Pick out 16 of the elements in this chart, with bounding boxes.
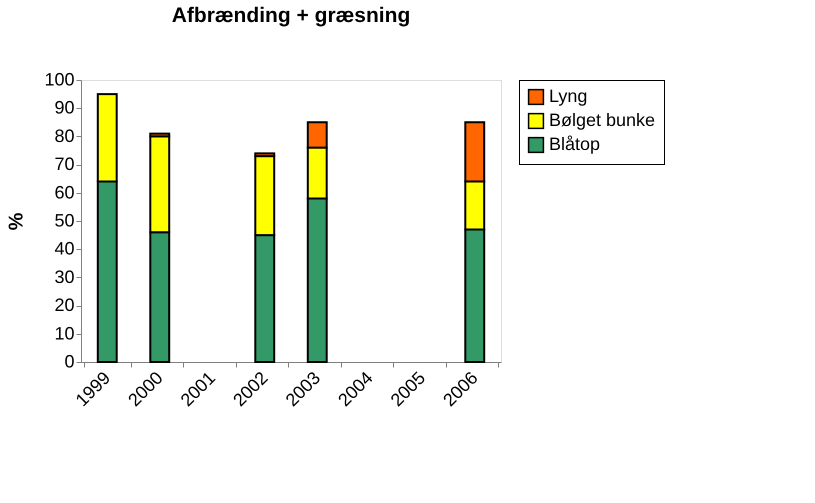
y-axis-title: % (5, 212, 28, 230)
chart-title: Afbrænding + græsning (172, 4, 410, 27)
y-tick-label: 10 (54, 323, 74, 344)
y-tick-label: 20 (54, 295, 74, 316)
y-tick-label: 30 (54, 266, 74, 287)
y-tick-label: 90 (54, 98, 74, 118)
legend-label: Lyng (549, 86, 588, 106)
y-tick-label: 80 (54, 126, 74, 146)
y-tick-label: 40 (54, 238, 74, 259)
y-tick-label: 60 (54, 182, 74, 202)
y-tick-label: 70 (54, 154, 74, 174)
y-tick-label: 100 (44, 70, 74, 90)
y-tick-label: 0 (64, 352, 74, 372)
legend-label: Blåtop (549, 134, 600, 154)
y-tick-label: 50 (54, 210, 74, 230)
legend-label: Bølget bunke (549, 110, 656, 130)
